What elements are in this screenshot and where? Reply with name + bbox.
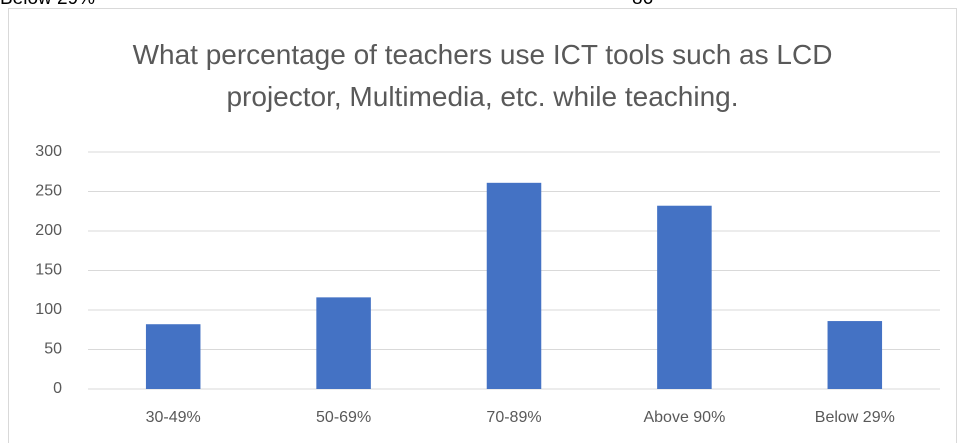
cut-cell: Below 29% <box>0 0 95 10</box>
y-tick-label: 200 <box>35 222 62 239</box>
y-tick-label: 300 <box>35 143 62 160</box>
bar <box>486 182 542 389</box>
x-tick-label: 70-89% <box>486 409 541 426</box>
bar <box>145 324 201 389</box>
bar <box>657 205 712 389</box>
y-tick-label: 250 <box>35 183 62 200</box>
cut-cell: 86 <box>632 0 653 10</box>
chart-title: What percentage of teachers use ICT tool… <box>132 39 833 112</box>
chart-title-box: What percentage of teachers use ICT tool… <box>8 34 957 118</box>
bar <box>827 321 883 389</box>
y-tick-label: 100 <box>35 301 62 318</box>
x-tick-label: 50-69% <box>316 409 371 426</box>
y-tick-label: 0 <box>53 380 62 397</box>
y-tick-label: 50 <box>44 341 62 358</box>
y-tick-label: 150 <box>35 262 62 279</box>
x-tick-label: Below 29% <box>815 409 895 426</box>
chart-border <box>8 8 957 443</box>
x-tick-label: Above 90% <box>643 409 725 426</box>
bar <box>316 297 371 389</box>
x-tick-label: 30-49% <box>146 409 201 426</box>
